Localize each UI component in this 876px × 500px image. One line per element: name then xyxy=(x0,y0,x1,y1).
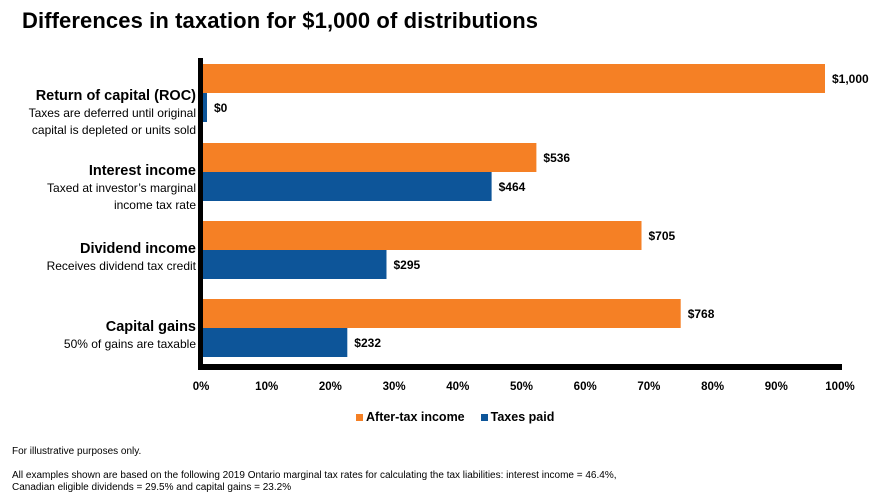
category-label-dividend: Dividend income Receives dividend tax cr… xyxy=(47,240,196,275)
data-label: $0 xyxy=(214,101,228,115)
category-label-capital-gains: Capital gains 50% of gains are taxable xyxy=(64,318,196,353)
x-tick-label: 100% xyxy=(825,381,854,393)
category-name: Return of capital (ROC) xyxy=(35,88,196,104)
bar-taxes-paid xyxy=(203,250,387,279)
category-description: Taxed at investor’s marginal xyxy=(47,181,196,195)
x-tick-label: 0% xyxy=(193,381,210,393)
bar-taxes-paid xyxy=(203,328,348,357)
category-description: income tax rate xyxy=(113,198,196,212)
bar-taxes-paid xyxy=(203,93,207,122)
data-label: $464 xyxy=(499,180,526,194)
x-tick-label: 10% xyxy=(255,381,278,393)
bar-after-tax-income xyxy=(203,221,642,250)
x-tick-label: 20% xyxy=(319,381,342,393)
category-name: Interest income xyxy=(88,163,196,179)
x-tick-label: 50% xyxy=(510,381,533,393)
category-label-interest: Interest income Taxed at investor’s marg… xyxy=(47,162,196,214)
x-tick-label: 60% xyxy=(574,381,597,393)
y-axis-line xyxy=(198,58,203,370)
x-tick-label: 90% xyxy=(765,381,788,393)
legend-label: After-tax income xyxy=(366,410,465,424)
legend-item-after-tax: After-tax income xyxy=(356,410,465,424)
legend: After-tax income Taxes paid xyxy=(356,410,570,424)
chart-title: Differences in taxation for $1,000 of di… xyxy=(22,8,539,33)
category-description: Taxes are deferred until original xyxy=(28,106,196,120)
category-label-roc: Return of capital (ROC) Taxes are deferr… xyxy=(29,87,196,139)
category-name: Dividend income xyxy=(79,241,196,257)
bar-chart: $1,000 $536 $705 $768 $0 $464 $295 $232 0% 10% 20%… xyxy=(193,58,869,393)
data-label: $536 xyxy=(543,151,570,165)
legend-swatch-blue xyxy=(480,413,488,421)
legend-swatch-orange xyxy=(356,413,363,421)
x-axis-line xyxy=(198,364,842,370)
bar-taxes-paid xyxy=(203,172,492,201)
category-name: Capital gains xyxy=(105,319,196,335)
footnote-tax-rates-line2: Canadian eligible dividends = 29.5% and … xyxy=(12,482,292,493)
footnote-tax-rates-line1: All examples shown are based on the foll… xyxy=(12,470,617,481)
bar-after-tax-income xyxy=(203,299,681,328)
bar-after-tax-income xyxy=(203,64,825,93)
x-tick-label: 70% xyxy=(637,381,660,393)
category-description: 50% of gains are taxable xyxy=(63,337,196,351)
bar-after-tax-income xyxy=(203,143,537,172)
category-description: Receives dividend tax credit xyxy=(46,259,196,273)
legend-item-taxes: Taxes paid xyxy=(480,410,555,424)
legend-label: Taxes paid xyxy=(490,410,555,424)
data-label: $768 xyxy=(688,307,715,321)
x-tick-label: 30% xyxy=(383,381,406,393)
data-label: $1,000 xyxy=(832,72,869,86)
x-tick-label: 80% xyxy=(701,381,724,393)
x-tick-label: 40% xyxy=(446,381,469,393)
data-label: $295 xyxy=(393,258,420,272)
data-label: $705 xyxy=(649,229,676,243)
data-label: $232 xyxy=(354,336,381,350)
category-description: capital is depleted or units sold xyxy=(31,123,196,137)
footnote-illustrative: For illustrative purposes only. xyxy=(12,446,142,457)
